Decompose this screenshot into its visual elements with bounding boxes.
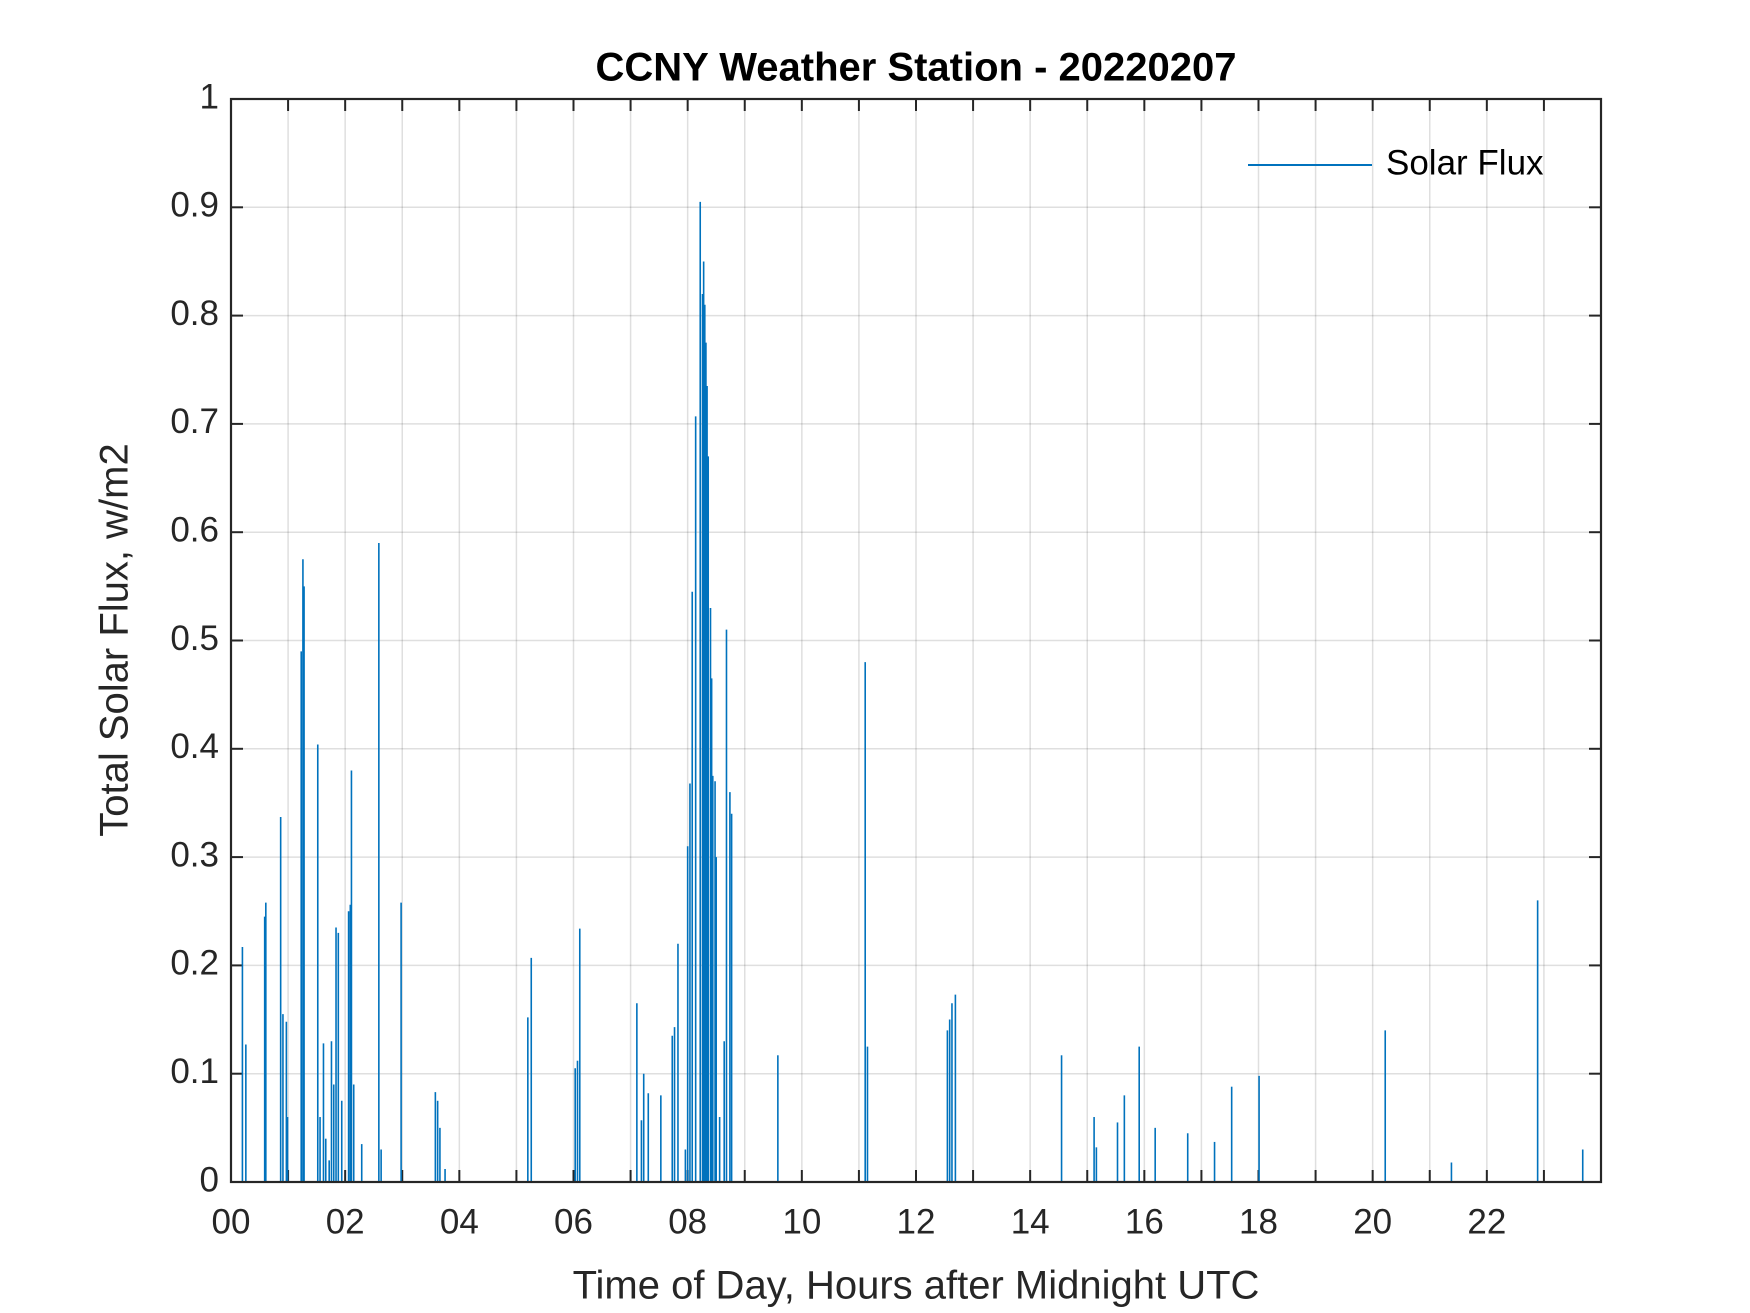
x-tick-label: 08 bbox=[668, 1202, 707, 1241]
y-tick-label: 0.2 bbox=[170, 944, 219, 983]
x-tick-label: 18 bbox=[1239, 1202, 1278, 1241]
x-axis-label: Time of Day, Hours after Midnight UTC bbox=[573, 1264, 1260, 1308]
legend-label: Solar Flux bbox=[1386, 143, 1544, 182]
x-tick-label: 12 bbox=[897, 1202, 936, 1241]
x-tick-label: 06 bbox=[554, 1202, 593, 1241]
y-tick-label: 0.6 bbox=[170, 510, 219, 549]
x-tick-label: 02 bbox=[326, 1202, 365, 1241]
y-axis-label: Total Solar Flux, w/m2 bbox=[93, 443, 137, 836]
x-tick-label: 20 bbox=[1353, 1202, 1392, 1241]
x-tick-label: 00 bbox=[212, 1202, 251, 1241]
chart-title: CCNY Weather Station - 20220207 bbox=[596, 46, 1237, 90]
x-tick-label: 04 bbox=[440, 1202, 479, 1241]
y-tick-label: 0.5 bbox=[170, 619, 219, 658]
x-tick-label: 16 bbox=[1125, 1202, 1164, 1241]
y-tick-label: 0.1 bbox=[170, 1052, 219, 1091]
y-tick-label: 0.7 bbox=[170, 402, 219, 441]
y-tick-label: 1 bbox=[200, 77, 219, 116]
x-tick-label: 10 bbox=[782, 1202, 821, 1241]
x-tick-label: 14 bbox=[1011, 1202, 1050, 1241]
y-tick-label: 0.4 bbox=[170, 727, 219, 766]
y-tick-label: 0 bbox=[200, 1160, 219, 1199]
y-tick-label: 0.8 bbox=[170, 294, 219, 333]
plot-frame bbox=[229, 97, 1603, 1184]
y-tick-label: 0.9 bbox=[170, 186, 219, 225]
x-tick-label: 22 bbox=[1467, 1202, 1506, 1241]
y-tick-label: 0.3 bbox=[170, 835, 219, 874]
